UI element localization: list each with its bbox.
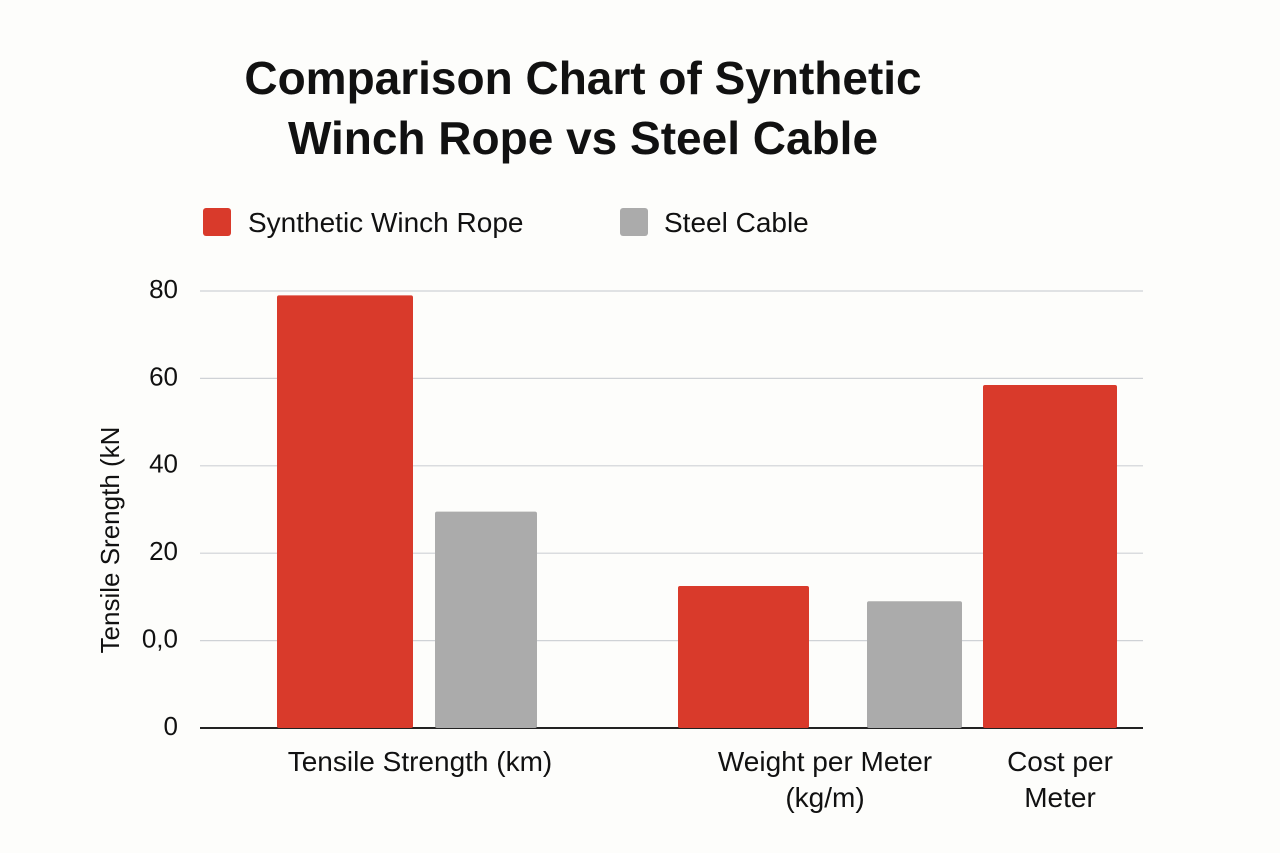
x-tick-label: Weight per Meter (kg/m) [717,746,933,813]
y-tick-label: 0,0 [142,623,178,653]
bar [277,295,413,728]
y-tick-label: 80 [149,274,178,304]
x-tick-label: Cost per Meter [1007,746,1113,813]
legend-label: Steel Cable [664,207,809,238]
y-tick-label: 40 [149,449,178,479]
legend-swatch [203,208,231,236]
x-tick-label: Tensile Strength (km) [287,746,553,777]
bar [867,601,962,728]
y-axis-label: Tensile Srength (kN [95,427,125,654]
bar [678,585,809,728]
y-tick-label: 60 [149,361,178,391]
bar [983,384,1117,728]
bar [435,511,537,728]
legend-label: Synthetic Winch Rope [248,207,524,238]
y-tick-label: 20 [149,536,178,566]
legend-swatch [620,208,648,236]
chart-title: Comparison Chart of Synthetic Winch Rope… [244,52,922,164]
y-tick-label: 0 [164,711,178,741]
